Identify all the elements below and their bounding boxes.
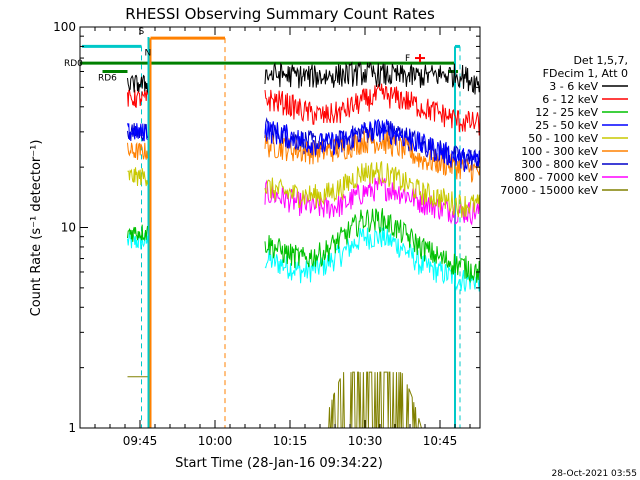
y-tick-label: 1 bbox=[68, 421, 76, 435]
night-flag-label: N bbox=[145, 48, 152, 58]
series-6to12keV bbox=[127, 83, 481, 136]
flare-flag-label: F bbox=[405, 54, 410, 64]
series-50to100keV bbox=[127, 161, 481, 218]
chart-title: RHESSI Observing Summary Count Rates bbox=[125, 5, 435, 23]
series-segment-2 bbox=[264, 118, 481, 173]
legend-entry-label: 300 - 800 keV bbox=[521, 158, 598, 171]
series-25to50keV bbox=[127, 118, 481, 173]
y-tick-label: 100 bbox=[53, 20, 76, 34]
legend-entry-label: 7000 - 15000 keV bbox=[500, 184, 598, 197]
legend-entry-label: 6 - 12 keV bbox=[542, 93, 598, 106]
series-segment-1 bbox=[127, 123, 148, 142]
legend-header-1: Det 1,5,7, bbox=[573, 54, 628, 67]
x-axis-label: Start Time (28-Jan-16 09:34:22) bbox=[175, 456, 383, 471]
rd6-label: RD6 bbox=[98, 73, 117, 83]
legend-entry-label: 3 - 6 keV bbox=[549, 80, 598, 93]
x-tick-label: 10:45 bbox=[423, 434, 458, 448]
legend-entry-label: 25 - 50 keV bbox=[535, 119, 598, 132]
y-tick-label: 10 bbox=[61, 221, 76, 235]
series-segment-1 bbox=[127, 74, 148, 93]
y-axis-label: Count Rate (s⁻¹ detector⁻¹) bbox=[29, 140, 44, 317]
series-800to7000keV bbox=[264, 176, 481, 226]
series-segment-1 bbox=[127, 232, 148, 250]
series-segment-2 bbox=[264, 83, 481, 136]
series-segment-1 bbox=[127, 141, 148, 160]
series-extra bbox=[127, 226, 481, 292]
series-segment-1 bbox=[127, 224, 148, 242]
legend-header-2: FDecim 1, Att 0 bbox=[543, 67, 628, 80]
series-segment-1 bbox=[127, 89, 148, 109]
series-segment-2 bbox=[264, 161, 481, 218]
legend-entry-label: 800 - 7000 keV bbox=[514, 171, 598, 184]
legend-entry-label: 100 - 300 keV bbox=[521, 145, 598, 158]
x-tick-label: 10:30 bbox=[348, 434, 383, 448]
series-segment-2 bbox=[264, 176, 481, 226]
series-segment-1 bbox=[127, 167, 148, 187]
rd0-label: RD0 bbox=[64, 59, 83, 69]
x-tick-label: 09:45 bbox=[123, 434, 158, 448]
series-12to25keV bbox=[127, 208, 481, 284]
footer-timestamp: 28-Oct-2021 03:55 bbox=[552, 469, 637, 479]
legend-entry-label: 12 - 25 keV bbox=[535, 106, 598, 119]
series-segment-2 bbox=[264, 226, 481, 292]
legend-entry-label: 50 - 100 keV bbox=[528, 132, 598, 145]
saa-flag-label: S bbox=[139, 27, 145, 37]
axes: 1 10 100 09:45 10:00 10:15 10:30 10:45 bbox=[53, 20, 481, 448]
series-segment-2 bbox=[264, 61, 481, 95]
series-segment-2 bbox=[264, 208, 481, 284]
series-3to6keV bbox=[127, 61, 481, 95]
x-tick-label: 10:00 bbox=[198, 434, 233, 448]
x-tick-label: 10:15 bbox=[273, 434, 308, 448]
